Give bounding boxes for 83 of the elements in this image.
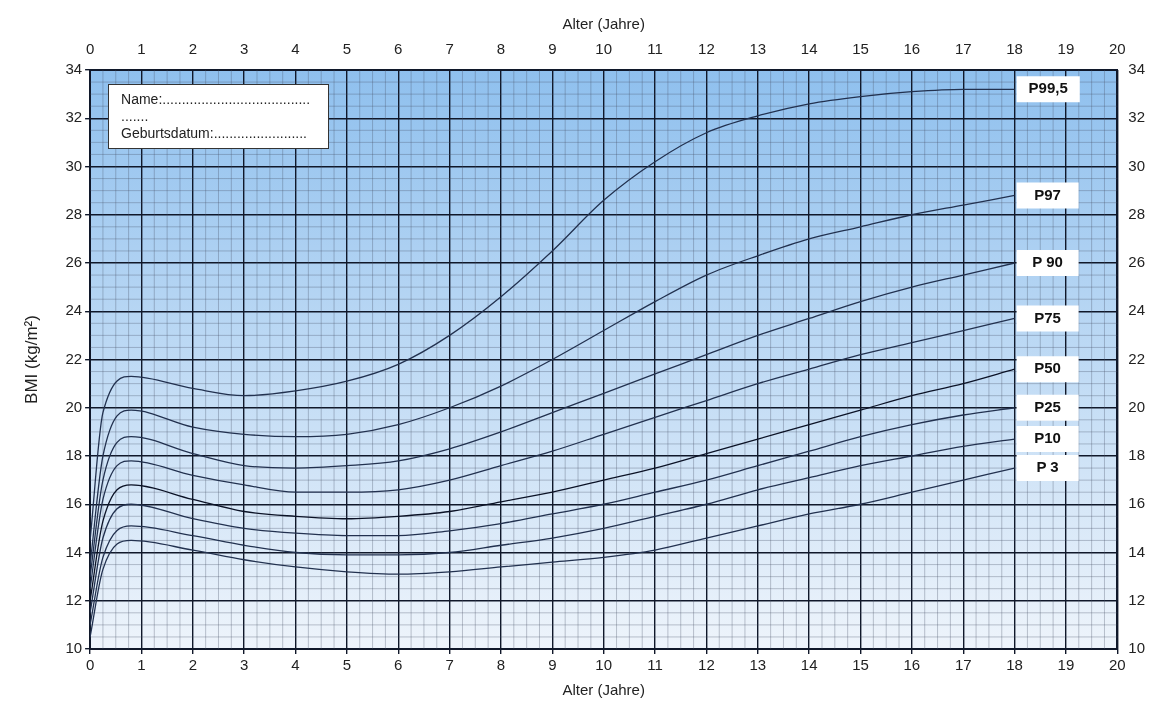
x-tick-label: 9: [548, 656, 557, 674]
x2-tick-label: 15: [852, 40, 869, 58]
y2-tick-label: 28: [1128, 204, 1145, 222]
x-tick-label: 16: [903, 656, 921, 674]
x2-tick-label: 20: [1108, 40, 1126, 58]
y2-tick-label: 18: [1128, 446, 1145, 464]
x-tick-label: 20: [1108, 656, 1126, 674]
name-form: Name:...................................... ....... Geburtsdatum:........................: [108, 84, 329, 150]
x2-tick-label: 2: [188, 40, 197, 58]
x2-tick-label: 9: [548, 40, 557, 58]
y-axis-title: BMI (kg/m²): [21, 315, 41, 404]
series-label: P 3: [1036, 458, 1059, 476]
x-tick-label: 15: [852, 656, 869, 674]
y-tick-label: 14: [65, 542, 83, 560]
annotation: .......: [121, 108, 150, 126]
x2-tick-label: 0: [85, 40, 95, 58]
x2-tick-label: 11: [647, 40, 663, 58]
x2-tick-label: 6: [394, 40, 403, 58]
x2-tick-label: 1: [137, 40, 146, 58]
x2-tick-label: 10: [595, 40, 613, 58]
x-tick-label: 19: [1057, 656, 1075, 674]
x-tick-label: 5: [342, 656, 352, 674]
series-label: P10: [1034, 429, 1061, 447]
x-tick-label: 6: [394, 656, 403, 674]
y2-tick-label: 24: [1128, 301, 1145, 319]
series-label: P75: [1034, 308, 1061, 326]
x-axis-title: Alter (Jahre): [562, 681, 645, 699]
x-tick-label: 8: [496, 656, 506, 674]
x2-tick-label: 17: [954, 40, 972, 58]
x2-axis-title: Alter (Jahre): [562, 15, 645, 33]
x2-tick-label: 7: [445, 40, 454, 58]
y2-tick-label: 12: [1128, 590, 1145, 608]
series-label: P99,5: [1028, 79, 1068, 97]
y-tick-label: 18: [65, 446, 83, 464]
x-tick-label: 13: [749, 656, 767, 674]
y-tick-label: 32: [65, 108, 83, 126]
x2-tick-label: 13: [749, 40, 767, 58]
y2-tick-label: 20: [1128, 397, 1145, 415]
y-tick-label: 26: [65, 253, 83, 271]
x-tick-label: 10: [595, 656, 613, 674]
series-label: P 90: [1032, 253, 1063, 271]
series-label: P50: [1034, 359, 1061, 377]
annotation: Geburtsdatum:........................: [121, 125, 308, 143]
y-tick-label: 10: [65, 639, 83, 657]
x2-tick-label: 4: [291, 40, 300, 58]
y-tick-label: 20: [65, 397, 83, 415]
x-tick-label: 14: [800, 656, 818, 674]
x-tick-label: 3: [240, 656, 249, 674]
y-tick-label: 12: [65, 590, 83, 608]
y2-tick-label: 22: [1128, 349, 1145, 367]
x-tick-label: 7: [445, 656, 454, 674]
y-tick-label: 28: [65, 204, 83, 222]
series-label: P97: [1034, 185, 1061, 203]
x-tick-label: 18: [1006, 656, 1023, 674]
series-label: P25: [1034, 397, 1061, 415]
x-tick-label: 2: [188, 656, 197, 674]
x-tick-label: 17: [954, 656, 972, 674]
x-tick-label: 1: [137, 656, 146, 674]
x2-tick-label: 14: [800, 40, 818, 58]
x-tick-label: 12: [698, 656, 715, 674]
y-tick-label: 16: [65, 494, 83, 512]
y-tick-label: 24: [65, 301, 83, 319]
y-tick-label: 22: [65, 349, 83, 367]
x-tick-label: 4: [291, 656, 300, 674]
x2-tick-label: 3: [240, 40, 249, 58]
y-tick-label: 34: [65, 60, 83, 78]
x2-tick-label: 5: [342, 40, 352, 58]
x2-tick-label: 16: [903, 40, 921, 58]
y2-tick-label: 34: [1128, 60, 1145, 78]
y2-tick-label: 30: [1128, 156, 1145, 174]
y2-tick-label: 14: [1128, 542, 1145, 560]
y2-tick-label: 10: [1128, 639, 1145, 657]
x2-tick-label: 19: [1057, 40, 1075, 58]
y-tick-label: 30: [65, 156, 83, 174]
x2-tick-label: 12: [698, 40, 715, 58]
x-tick-label: 11: [647, 656, 663, 674]
annotation: Name:......................................: [121, 91, 312, 109]
y2-tick-label: 32: [1128, 108, 1145, 126]
x2-tick-label: 8: [496, 40, 506, 58]
y2-tick-label: 26: [1128, 253, 1145, 271]
y2-tick-label: 16: [1128, 494, 1145, 512]
x2-tick-label: 18: [1006, 40, 1023, 58]
x-tick-label: 0: [85, 656, 95, 674]
